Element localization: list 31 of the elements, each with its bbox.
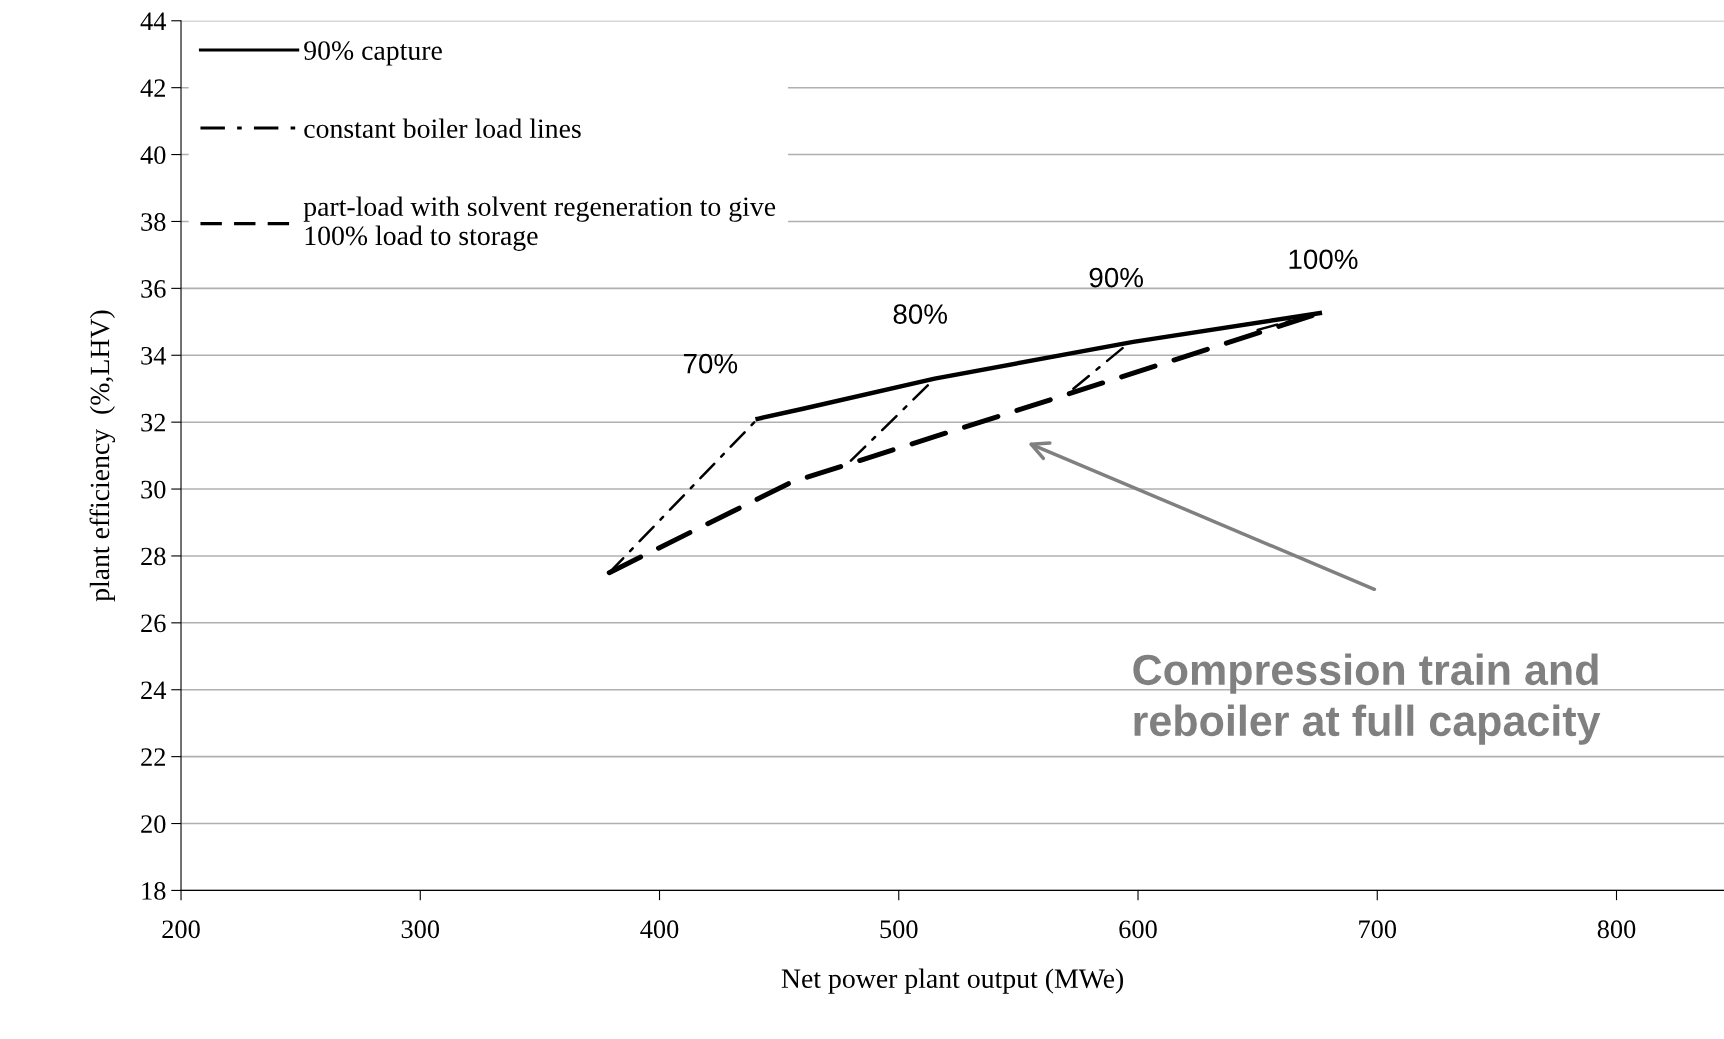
x-tick-label: 700: [1359, 920, 1397, 939]
x-tick-label: 500: [880, 920, 918, 939]
y-tick-label: 24: [141, 681, 167, 699]
y-tick-label: 38: [141, 213, 166, 231]
x-tick-label: 400: [640, 920, 679, 939]
annotation: 70%: [683, 353, 738, 374]
y-tick-label: 26: [141, 614, 166, 633]
annotation: 100%: [1289, 249, 1358, 270]
y-tick-label: 42: [140, 79, 165, 97]
y-tick-label: 36: [141, 280, 166, 298]
y-tick-label: 40: [140, 146, 166, 164]
annotation: 90%: [1089, 267, 1143, 288]
y-tick-label: 30: [141, 480, 166, 499]
y-tick-label: 44: [140, 12, 167, 30]
y-tick-label: 28: [141, 547, 166, 566]
legend-label: 90% capture: [304, 41, 442, 66]
x-tick-label: 300: [401, 920, 440, 939]
y-tick-label: 34: [141, 346, 167, 365]
legend-label: part-load with solvent regeneration to give 100% load to storage: [303, 196, 776, 251]
legend-label: constant boiler load lines: [304, 118, 581, 139]
x-tick-label: 200: [162, 920, 200, 939]
y-tick-label: 20: [141, 815, 166, 833]
x-tick-label: 800: [1597, 920, 1636, 939]
y-tick-label: 32: [141, 413, 165, 432]
y-tick-label: 18: [142, 882, 166, 900]
x-tick-label: 600: [1119, 920, 1157, 939]
y-axis-title: plant efficiency (%,LHV): [89, 310, 116, 602]
annotation: 80%: [893, 304, 947, 324]
x-axis-title: Net power plant output (MWe): [781, 968, 1124, 994]
annotation: Compression train and reboiler at full capacity: [1133, 653, 1601, 745]
y-tick-label: 22: [141, 748, 165, 766]
